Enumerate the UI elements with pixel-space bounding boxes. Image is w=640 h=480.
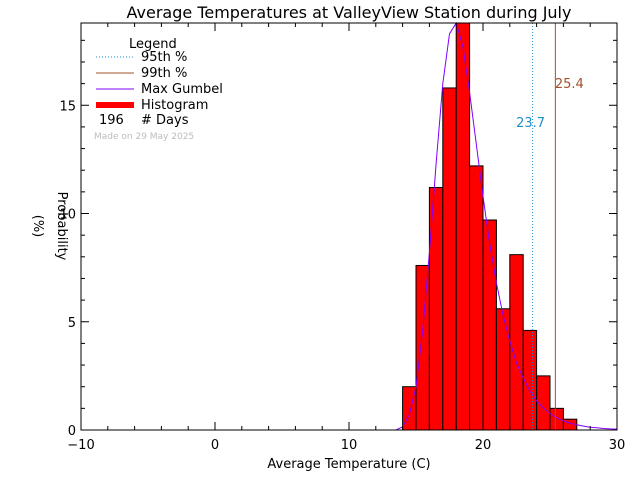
histogram-bar [549, 407, 564, 431]
y-axis-label-line: Probability [54, 192, 69, 261]
percentile-95-label: 23.7 [516, 116, 545, 131]
chart-title: Average Temperatures at ValleyView Stati… [127, 3, 572, 22]
footnote: Made on 29 May 2025 [94, 132, 194, 142]
legend-label: 95th % [141, 50, 187, 65]
histogram-bar [495, 308, 511, 431]
y-tick-label: 15 [59, 99, 76, 114]
histogram-bars [402, 22, 578, 431]
x-tick-label: −10 [67, 438, 94, 453]
histogram-bar [482, 219, 497, 431]
legend-count-label: # Days [141, 113, 189, 128]
y-tick-label: 0 [68, 424, 76, 439]
y-axis-ticks: 0 5 10 15 [59, 39, 617, 439]
histogram-bar [442, 87, 457, 431]
histogram-bar [522, 329, 538, 431]
x-tick-label: 20 [475, 438, 492, 453]
histogram-bar [509, 254, 524, 431]
x-axis-ticks: −10 0 10 20 30 [67, 23, 625, 453]
histogram-bar [415, 264, 430, 431]
histogram-bar [455, 22, 471, 431]
y-axis-label-line: (%) [30, 215, 45, 238]
legend-count-value: 196 [99, 113, 124, 128]
y-tick-label: 10 [59, 208, 76, 223]
histogram-bar [469, 165, 484, 431]
x-tick-label: 30 [609, 438, 626, 453]
y-axis-label: Probability (%) [30, 192, 69, 261]
x-tick-label: 0 [211, 438, 219, 453]
x-axis-label: Average Temperature (C) [267, 457, 430, 472]
percentile-99-label: 25.4 [555, 77, 584, 92]
gumbel-curve [395, 21, 618, 431]
y-tick-label: 5 [68, 316, 76, 331]
legend-title: Legend [129, 37, 177, 52]
legend-label: Max Gumbel [141, 82, 223, 97]
legend-label: Histogram [141, 98, 208, 113]
x-tick-label: 10 [341, 438, 358, 453]
legend-label: 99th % [141, 66, 187, 81]
